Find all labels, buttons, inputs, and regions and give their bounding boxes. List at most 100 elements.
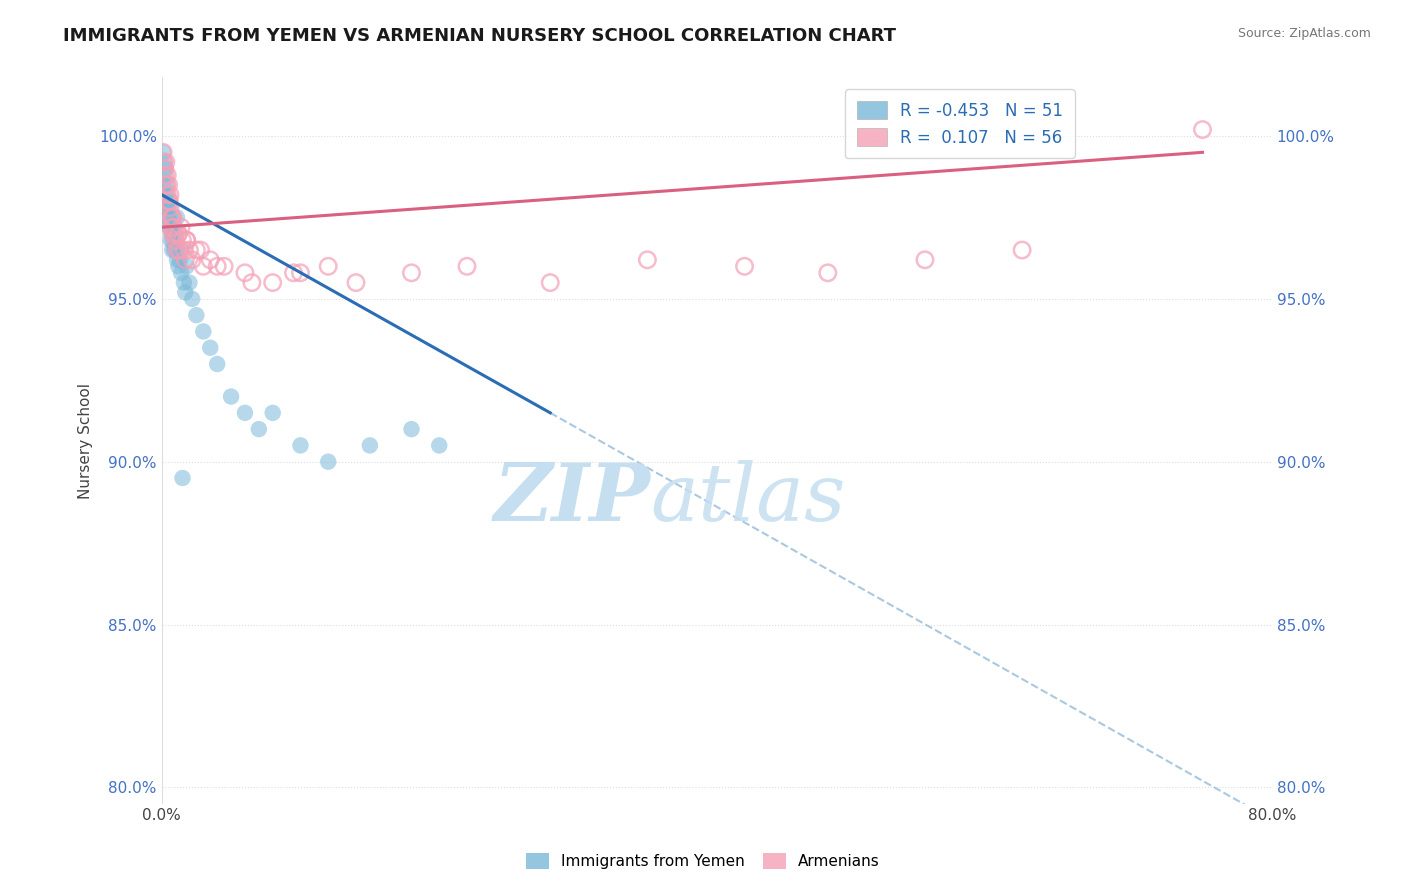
Legend: R = -0.453   N = 51, R =  0.107   N = 56: R = -0.453 N = 51, R = 0.107 N = 56 bbox=[845, 89, 1074, 159]
Point bbox=[152, 178, 174, 192]
Point bbox=[156, 211, 179, 225]
Point bbox=[167, 227, 190, 241]
Point bbox=[193, 260, 215, 274]
Point bbox=[316, 455, 339, 469]
Point bbox=[1191, 122, 1213, 136]
Point bbox=[157, 178, 180, 192]
Point bbox=[162, 233, 184, 247]
Point bbox=[176, 233, 198, 247]
Point bbox=[172, 233, 194, 247]
Point bbox=[156, 201, 179, 215]
Point bbox=[190, 243, 212, 257]
Point bbox=[181, 292, 204, 306]
Point bbox=[157, 211, 180, 225]
Point bbox=[456, 260, 478, 274]
Point bbox=[176, 233, 198, 247]
Point bbox=[205, 260, 228, 274]
Point bbox=[166, 211, 188, 225]
Point bbox=[165, 227, 187, 241]
Point bbox=[212, 260, 235, 274]
Point bbox=[233, 266, 256, 280]
Text: ZIP: ZIP bbox=[494, 460, 650, 537]
Point bbox=[156, 168, 179, 182]
Point bbox=[160, 220, 183, 235]
Point bbox=[427, 438, 450, 452]
Point bbox=[344, 276, 367, 290]
Point bbox=[153, 168, 176, 182]
Point bbox=[153, 187, 176, 202]
Point bbox=[240, 276, 263, 290]
Point bbox=[186, 308, 208, 322]
Point bbox=[233, 406, 256, 420]
Point bbox=[176, 260, 198, 274]
Point bbox=[159, 201, 181, 215]
Point bbox=[152, 145, 174, 160]
Point bbox=[172, 243, 194, 257]
Point bbox=[165, 243, 187, 257]
Point bbox=[153, 155, 176, 169]
Point bbox=[157, 194, 180, 209]
Point bbox=[193, 325, 215, 339]
Point bbox=[179, 243, 201, 257]
Point bbox=[153, 168, 176, 182]
Point bbox=[155, 161, 177, 176]
Point bbox=[173, 276, 195, 290]
Point bbox=[160, 211, 183, 225]
Point bbox=[262, 406, 284, 420]
Point bbox=[179, 276, 201, 290]
Point bbox=[163, 227, 186, 241]
Point bbox=[290, 266, 312, 280]
Point bbox=[159, 201, 181, 215]
Point bbox=[186, 243, 208, 257]
Point bbox=[247, 422, 270, 436]
Point bbox=[290, 438, 312, 452]
Point bbox=[401, 266, 423, 280]
Point bbox=[165, 233, 187, 247]
Point bbox=[817, 266, 839, 280]
Point bbox=[160, 227, 183, 241]
Point bbox=[152, 155, 174, 169]
Text: IMMIGRANTS FROM YEMEN VS ARMENIAN NURSERY SCHOOL CORRELATION CHART: IMMIGRANTS FROM YEMEN VS ARMENIAN NURSER… bbox=[63, 27, 896, 45]
Point bbox=[163, 243, 186, 257]
Point bbox=[157, 220, 180, 235]
Point bbox=[155, 178, 177, 192]
Point bbox=[219, 390, 242, 404]
Text: atlas: atlas bbox=[650, 460, 845, 537]
Point bbox=[157, 194, 180, 209]
Point bbox=[167, 260, 190, 274]
Point bbox=[200, 252, 222, 267]
Point bbox=[162, 211, 184, 225]
Point bbox=[172, 471, 194, 485]
Point bbox=[152, 145, 174, 160]
Point bbox=[160, 211, 183, 225]
Point bbox=[283, 266, 305, 280]
Point bbox=[155, 201, 177, 215]
Y-axis label: Nursery School: Nursery School bbox=[79, 383, 93, 499]
Point bbox=[170, 266, 193, 280]
Point bbox=[166, 243, 188, 257]
Point bbox=[162, 220, 184, 235]
Point bbox=[181, 252, 204, 267]
Point bbox=[401, 422, 423, 436]
Point bbox=[162, 227, 184, 241]
Point bbox=[1011, 243, 1033, 257]
Point bbox=[169, 243, 191, 257]
Point bbox=[155, 178, 177, 192]
Point bbox=[174, 252, 197, 267]
Text: Source: ZipAtlas.com: Source: ZipAtlas.com bbox=[1237, 27, 1371, 40]
Point bbox=[538, 276, 561, 290]
Point bbox=[159, 187, 181, 202]
Point bbox=[173, 243, 195, 257]
Point bbox=[200, 341, 222, 355]
Point bbox=[914, 252, 936, 267]
Point bbox=[636, 252, 658, 267]
Legend: Immigrants from Yemen, Armenians: Immigrants from Yemen, Armenians bbox=[520, 847, 886, 875]
Point bbox=[160, 243, 183, 257]
Point bbox=[262, 276, 284, 290]
Point bbox=[153, 161, 176, 176]
Point bbox=[155, 178, 177, 192]
Point bbox=[159, 220, 181, 235]
Point bbox=[316, 260, 339, 274]
Point bbox=[169, 252, 191, 267]
Point bbox=[156, 187, 179, 202]
